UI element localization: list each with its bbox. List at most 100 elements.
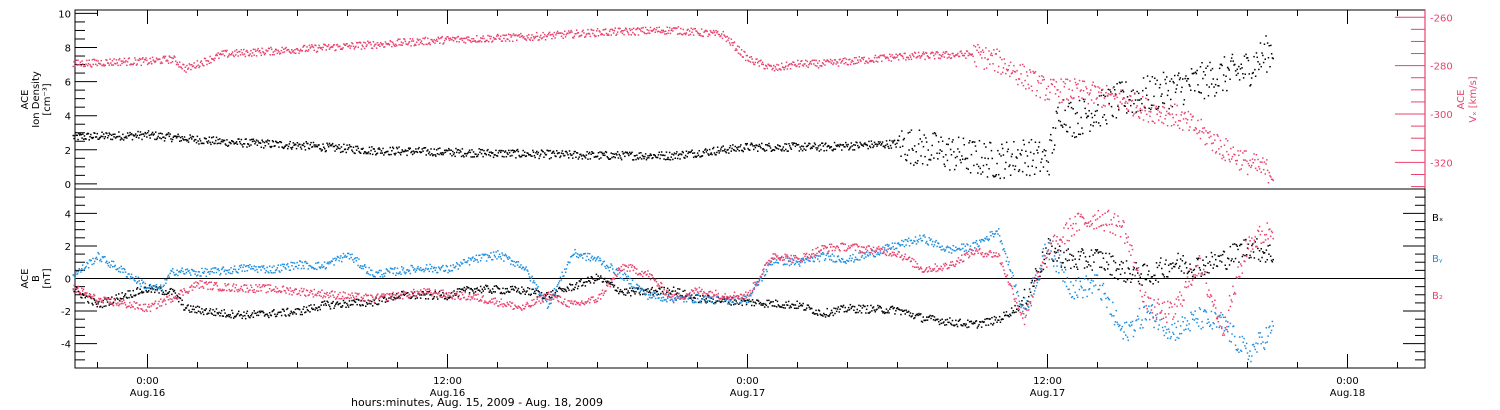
density-point — [265, 140, 267, 142]
density-point — [653, 154, 656, 156]
b-point — [166, 276, 169, 278]
density-point — [365, 152, 367, 155]
vx-point — [630, 34, 632, 36]
density-point — [224, 143, 227, 145]
vx-point — [307, 50, 309, 52]
b-point — [403, 271, 406, 273]
density-point — [1041, 151, 1044, 153]
vx-point — [692, 28, 694, 31]
vx-point — [1174, 103, 1176, 105]
density-point — [231, 140, 233, 142]
vx-point — [1015, 78, 1017, 81]
b-point — [253, 310, 255, 312]
b-point — [782, 307, 785, 309]
density-point — [862, 145, 865, 147]
density-point — [602, 154, 604, 156]
b-point — [1063, 251, 1065, 254]
density-point — [108, 132, 110, 134]
b-point — [693, 296, 695, 299]
density-point — [600, 157, 602, 159]
vx-point — [1197, 119, 1199, 122]
vx-point — [1104, 105, 1106, 107]
b-point — [207, 271, 209, 274]
b-point — [1006, 314, 1009, 317]
density-point — [142, 133, 144, 135]
vx-point — [1124, 102, 1126, 104]
vx-point — [242, 53, 244, 56]
vx-point — [676, 27, 678, 29]
density-point — [588, 153, 590, 155]
vx-point — [146, 63, 149, 66]
b-point — [246, 270, 249, 272]
vx-point — [187, 68, 189, 70]
vx-point — [1114, 94, 1117, 97]
b-point — [523, 290, 526, 292]
b-point — [1029, 291, 1032, 293]
vx-point — [841, 59, 844, 62]
density-point — [78, 132, 80, 135]
vx-point — [758, 65, 761, 67]
density-point — [174, 135, 176, 137]
b-point — [479, 260, 482, 262]
density-point — [661, 154, 664, 157]
b-point — [1125, 260, 1128, 262]
b-point — [363, 300, 365, 302]
density-point — [547, 149, 549, 152]
density-point — [181, 136, 183, 138]
b-point — [908, 310, 910, 313]
b-point — [600, 275, 602, 277]
b-point — [809, 308, 811, 310]
b-point — [574, 286, 576, 289]
b-point — [595, 273, 598, 276]
density-point — [728, 147, 731, 149]
density-point — [819, 144, 821, 146]
vx-point — [722, 30, 724, 33]
vx-point — [338, 45, 340, 48]
density-point — [1234, 70, 1237, 72]
vx-point — [600, 33, 602, 36]
vx-point — [405, 43, 407, 45]
b-point — [1032, 285, 1034, 287]
b-point — [513, 289, 515, 291]
density-point — [1257, 61, 1259, 63]
density-point — [1225, 75, 1227, 77]
vx-point — [245, 50, 247, 53]
b-point — [568, 289, 570, 291]
vx-point — [448, 37, 450, 40]
vx-point — [1221, 157, 1223, 160]
b-point — [1203, 273, 1206, 276]
vx-point — [1242, 159, 1245, 161]
vx-point — [129, 64, 131, 66]
vx-point — [953, 55, 956, 58]
vx-point — [254, 48, 256, 51]
vx-point — [696, 32, 699, 34]
vx-point — [877, 61, 879, 63]
b-point — [1225, 268, 1227, 270]
b-point — [477, 261, 479, 263]
vx-point — [983, 68, 985, 70]
vx-point — [354, 46, 356, 49]
density-point — [537, 151, 540, 154]
vx-point — [458, 41, 460, 43]
vx-point — [1116, 96, 1118, 99]
vx-point — [118, 57, 121, 60]
b-point — [1215, 258, 1217, 261]
vx-point — [754, 61, 757, 64]
vx-point — [819, 65, 821, 67]
density-point — [1060, 124, 1062, 127]
density-point — [1178, 72, 1180, 74]
b-point — [82, 269, 85, 272]
vx-point — [1101, 106, 1103, 108]
vx-point — [1130, 95, 1132, 97]
vx-point — [1138, 117, 1141, 119]
density-point — [247, 143, 250, 145]
vx-point — [114, 62, 116, 65]
density-point — [726, 149, 728, 151]
b-point — [374, 276, 376, 278]
vx-point — [737, 52, 740, 54]
b-point — [929, 314, 931, 317]
vx-point — [210, 61, 212, 64]
density-point — [977, 172, 979, 174]
density-point — [690, 150, 692, 153]
density-point — [1033, 153, 1035, 155]
